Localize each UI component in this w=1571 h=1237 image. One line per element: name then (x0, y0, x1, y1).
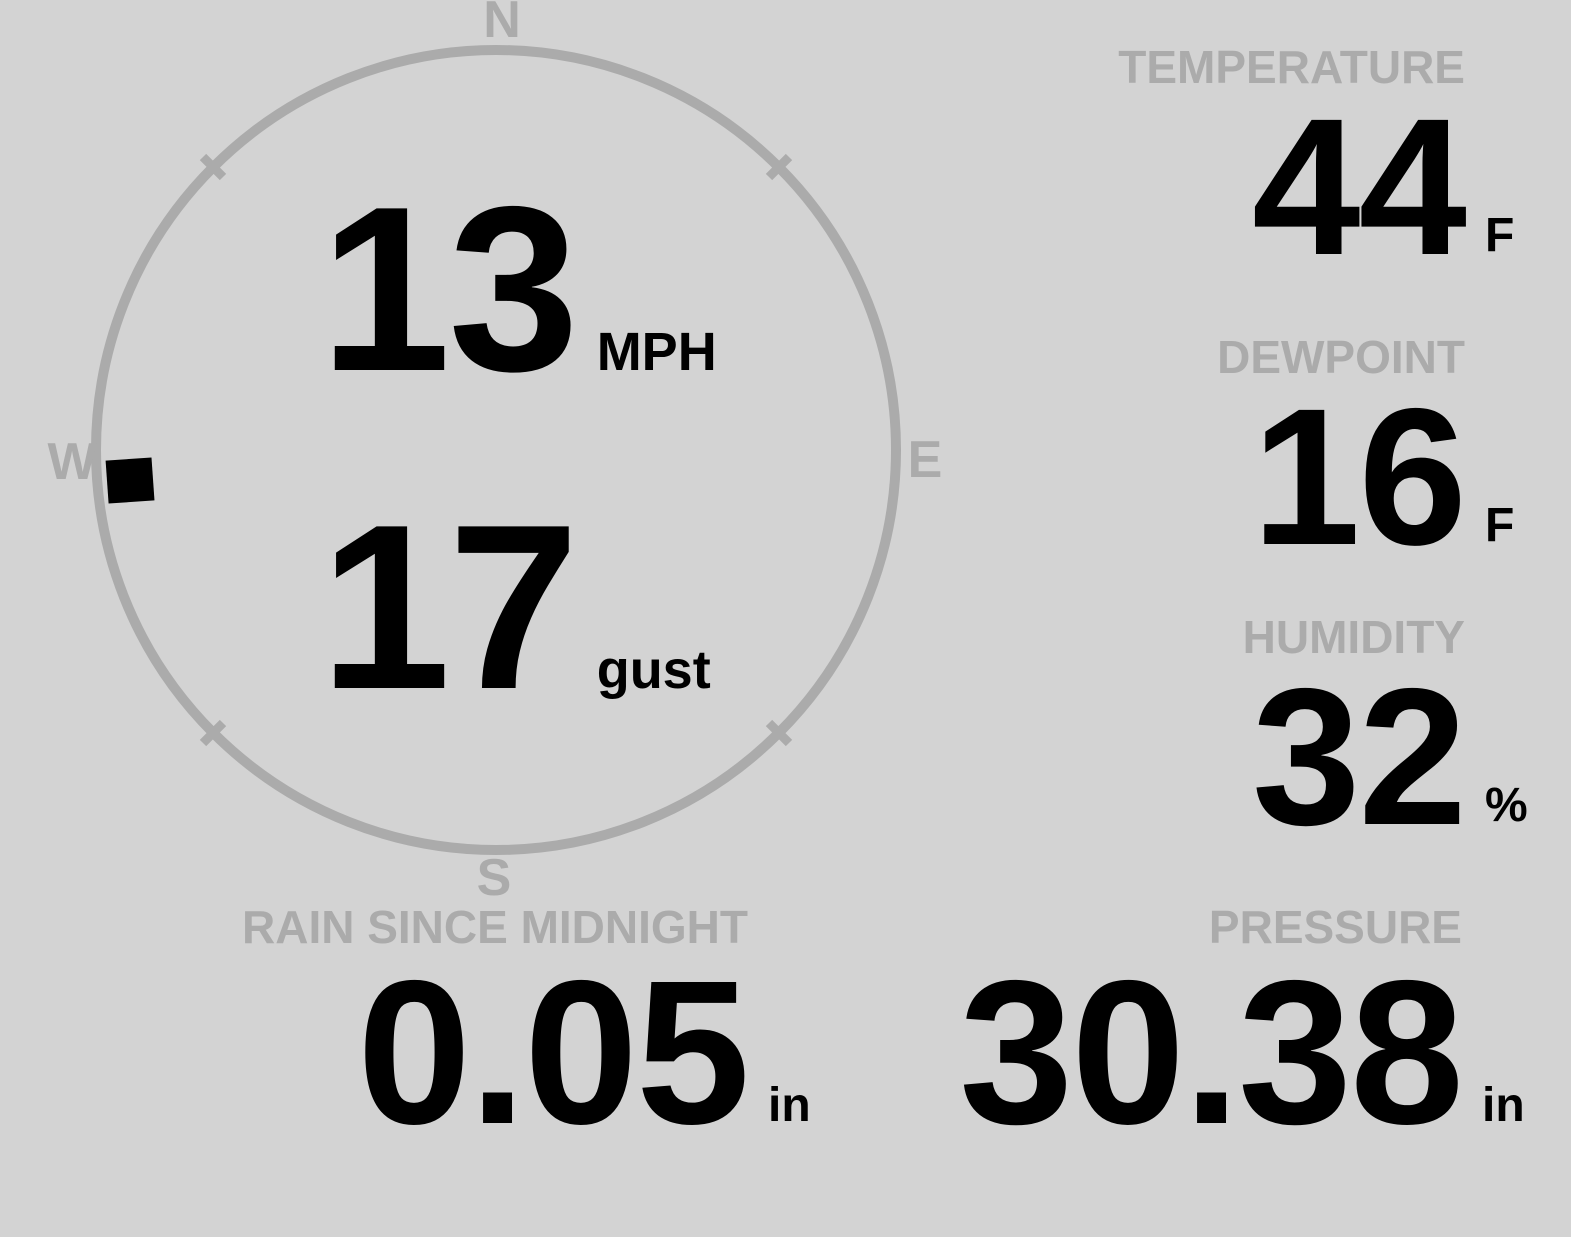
wind-speed: 13 MPH (320, 171, 717, 406)
temperature-value: 44 (1252, 78, 1467, 297)
dewpoint-unit: F (1485, 499, 1515, 553)
wind-direction-marker-icon (105, 457, 155, 504)
wind-speed-unit: MPH (596, 322, 717, 382)
compass-label-west: W (47, 433, 97, 491)
temperature-unit: F (1485, 209, 1515, 263)
compass-tick-southeast (765, 719, 793, 747)
compass-label-east: E (907, 431, 943, 489)
rain-value: 0.05 (357, 938, 750, 1168)
humidity-label: HUMIDITY (1242, 611, 1465, 663)
wind-compass-dial (91, 45, 901, 855)
reading-rain-since-midnight: RAIN SINCE MIDNIGHT 0.05 in (242, 901, 811, 1168)
humidity-value: 32 (1252, 648, 1467, 867)
compass-tick-northwest (199, 153, 227, 181)
wind-gust: 17 gust (320, 489, 711, 724)
pressure-value: 30.38 (959, 938, 1464, 1168)
humidity-unit: % (1485, 779, 1528, 833)
temperature-label: TEMPERATURE (1118, 41, 1465, 93)
wind-speed-value: 13 (320, 157, 579, 420)
reading-pressure: PRESSURE 30.38 in (959, 901, 1532, 1168)
reading-dewpoint: DEWPOINT 16 F (1217, 331, 1523, 587)
dewpoint-label: DEWPOINT (1217, 331, 1465, 383)
wind-gust-value: 17 (320, 475, 579, 738)
compass-ring (91, 45, 901, 855)
compass-tick-northeast (765, 153, 793, 181)
pressure-label: PRESSURE (1208, 901, 1462, 953)
dewpoint-value: 16 (1252, 368, 1467, 587)
compass-tick-southwest (199, 719, 227, 747)
compass-label-north: N (483, 0, 521, 49)
reading-temperature: TEMPERATURE 44 F (1118, 41, 1523, 297)
pressure-unit: in (1482, 1079, 1525, 1133)
compass-label-south: S (476, 849, 512, 907)
rain-unit: in (768, 1079, 811, 1133)
wind-gust-unit: gust (596, 640, 711, 700)
rain-label: RAIN SINCE MIDNIGHT (242, 901, 748, 953)
reading-humidity: HUMIDITY 32 % (1242, 611, 1547, 867)
